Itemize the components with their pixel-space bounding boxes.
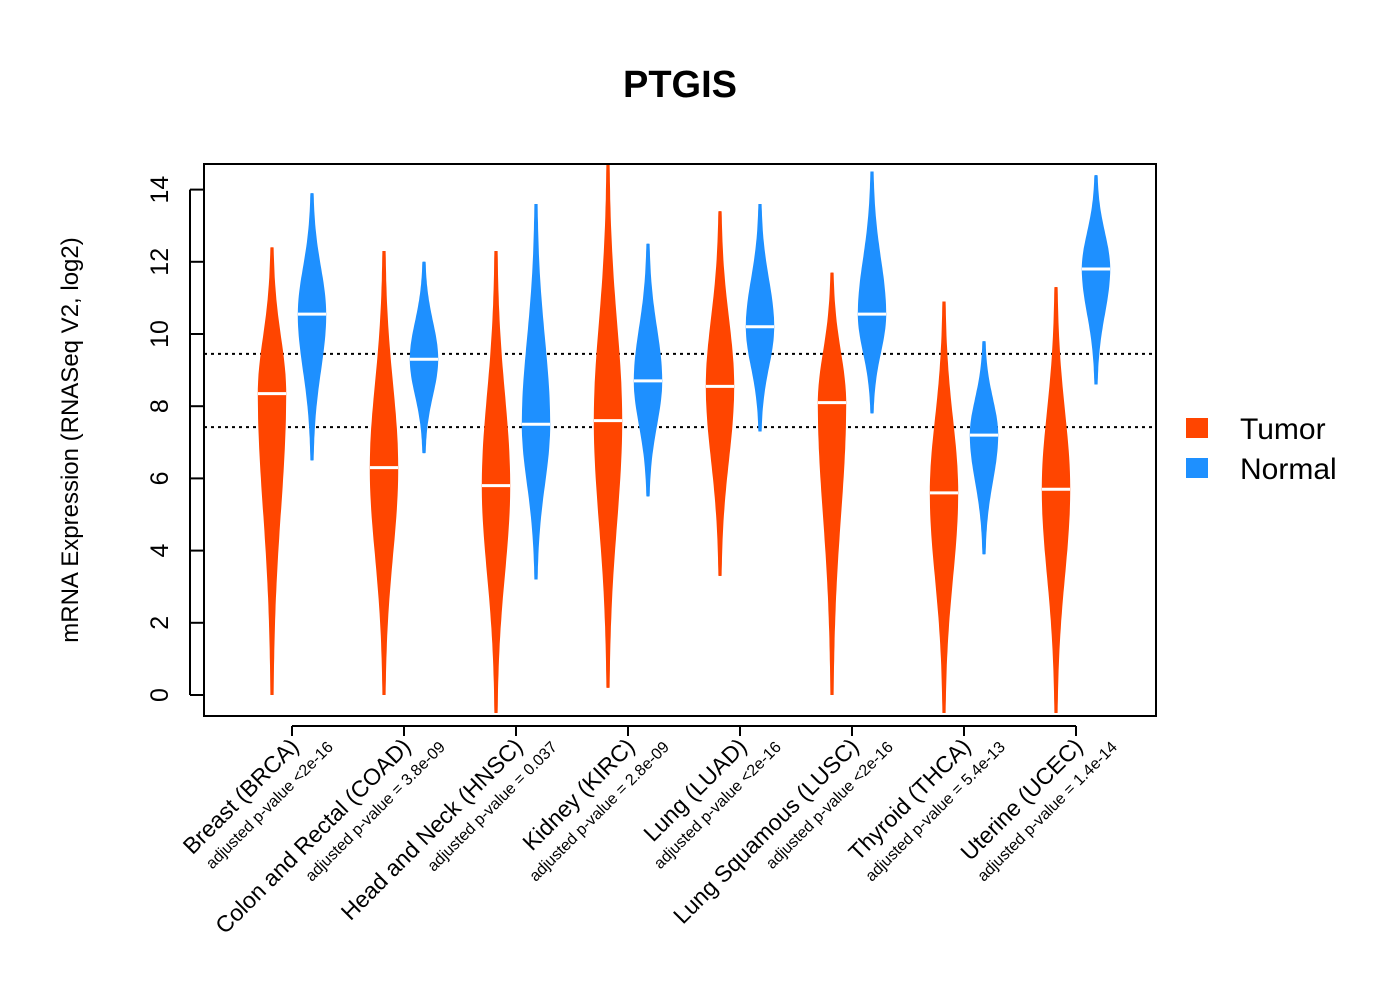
violin-tumor (817, 272, 847, 695)
legend-label-tumor: Tumor (1240, 413, 1326, 446)
violin-tumor (481, 250, 511, 714)
violin-normal (1081, 175, 1111, 385)
violin-tumor (705, 211, 735, 576)
plot-frame (203, 163, 1157, 717)
legend-label-normal: Normal (1240, 453, 1337, 486)
violin-normal (409, 261, 439, 454)
violin-normal (521, 204, 551, 580)
y-tick-label: 2 (146, 616, 174, 630)
legend-swatch-tumor (1186, 418, 1208, 438)
violin-normal (745, 204, 775, 432)
violin-normal (857, 171, 887, 414)
y-tick-label: 6 (146, 471, 174, 485)
y-tick-label: 14 (146, 176, 174, 204)
y-axis-label: mRNA Expression (RNASeq V2, log2) (57, 237, 84, 643)
y-tick-label: 10 (146, 320, 174, 348)
violin-normal (633, 243, 663, 497)
y-tick-label: 4 (146, 544, 174, 558)
y-tick-label: 0 (146, 688, 174, 702)
violin-tumor (929, 301, 959, 714)
violin-tumor (593, 164, 623, 688)
violin-tumor (257, 247, 287, 695)
violin-tumor (1041, 287, 1071, 714)
violin-tumor (369, 250, 399, 695)
chart-title: PTGIS (623, 64, 737, 106)
violin-normal (297, 193, 327, 461)
y-tick-label: 8 (146, 399, 174, 413)
violin-normal (969, 341, 999, 555)
legend-swatch-normal (1186, 458, 1208, 478)
y-tick-label: 12 (146, 248, 174, 276)
